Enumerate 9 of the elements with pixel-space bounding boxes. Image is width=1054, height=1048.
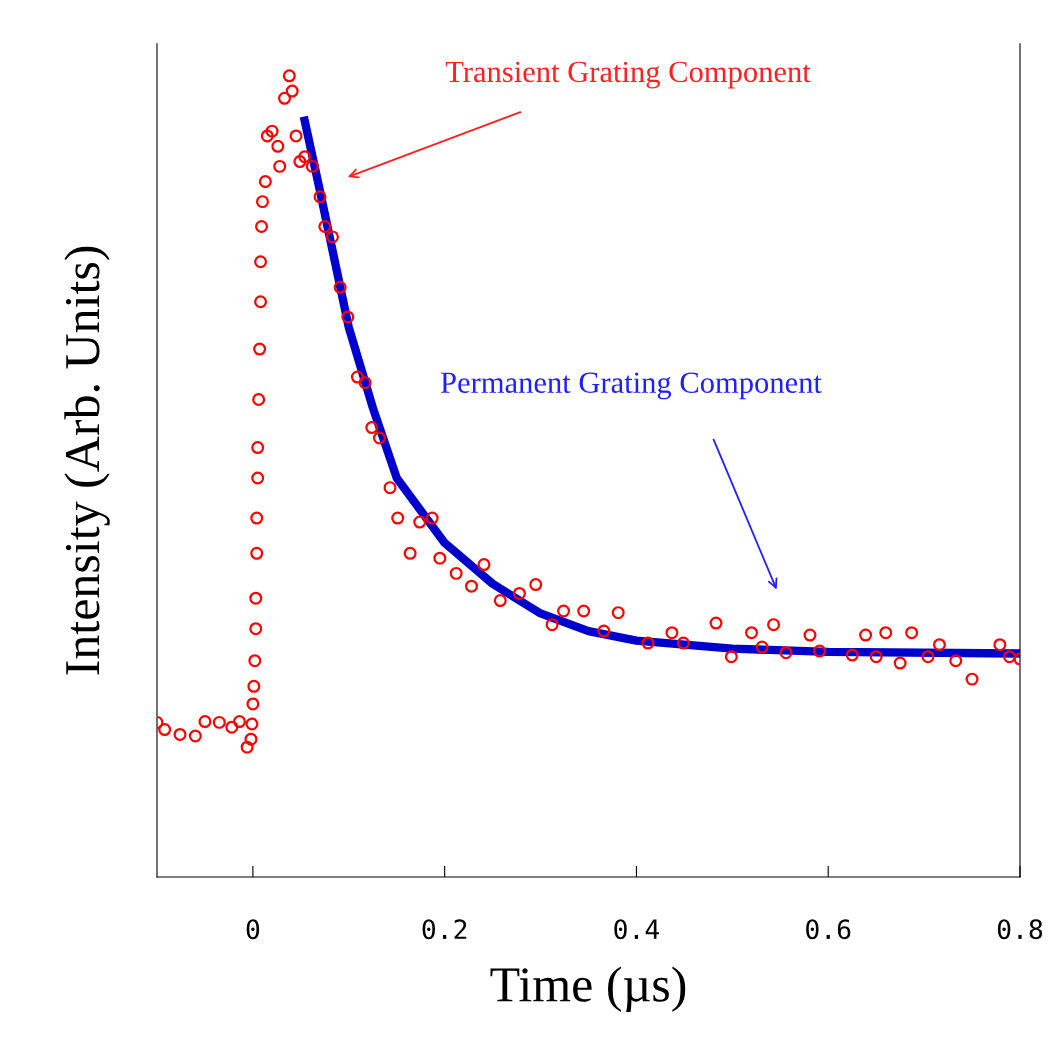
annotation: Permanent Grating Component	[440, 372, 822, 400]
x-tick-label: 0.2	[422, 919, 467, 940]
x-tick-label: 0	[246, 919, 260, 940]
x-tick-label: 0.8	[997, 919, 1043, 940]
y-axis-title: Intensity (Arb. Units)	[64, 246, 110, 675]
x-tick-label: 0.4	[614, 919, 660, 940]
x-tick-label: 0.6	[806, 919, 851, 940]
annotation: Transient Grating Component	[445, 61, 811, 89]
x-axis-title: Time (µs)	[490, 966, 686, 1012]
